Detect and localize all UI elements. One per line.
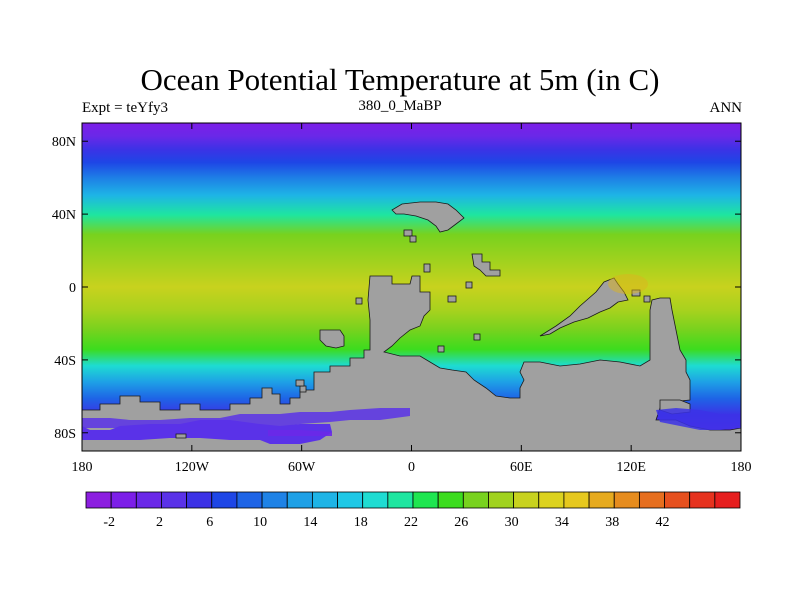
colorbar-label: 30	[505, 515, 519, 530]
colorbar-labels: -2 2 6 10 14 18 22 26 30 34 38 42	[103, 515, 669, 530]
colorbar-swatch	[286, 491, 313, 509]
period-label: 380_0_MaBP	[358, 98, 442, 114]
land-island-8	[355, 297, 363, 305]
colorbar-swatch	[362, 491, 389, 509]
colorbar	[85, 491, 741, 509]
colorbar-swatch	[437, 491, 464, 509]
season-label: ANN	[709, 100, 743, 116]
colorbar-swatch	[161, 491, 188, 509]
x-tick-label: 60W	[288, 460, 316, 475]
colorbar-swatch	[638, 491, 665, 509]
colorbar-label: 22	[404, 515, 418, 530]
land-island-6	[447, 295, 457, 303]
axis-ticks	[81, 123, 742, 451]
colorbar-label: 2	[156, 515, 163, 530]
colorbar-label: 26	[454, 515, 468, 530]
land-island-2	[409, 235, 417, 243]
colorbar-swatch	[236, 491, 263, 509]
warm-spot	[608, 274, 648, 294]
colorbar-swatch	[563, 491, 590, 509]
colorbar-label: 42	[656, 515, 670, 530]
y-tick-label: 80N	[52, 135, 76, 150]
y-axis-labels: 80N 40N 0 40S 80S	[52, 135, 76, 442]
colorbar-swatch	[311, 491, 338, 509]
colorbar-swatch	[462, 491, 489, 509]
land-peninsula	[319, 329, 345, 349]
x-tick-label: 180	[72, 460, 93, 475]
colorbar-swatch	[412, 491, 439, 509]
colorbar-swatch	[186, 491, 213, 509]
colorbar-label: 34	[555, 515, 569, 530]
experiment-label: Expt = teYfy3	[82, 100, 168, 116]
colorbar-swatch	[261, 491, 288, 509]
land-diagonal-island	[539, 277, 629, 337]
colorbar-swatch	[513, 491, 540, 509]
map-title: Ocean Potential Temperature at 5m (in C)	[140, 62, 660, 97]
colorbar-label: 38	[605, 515, 619, 530]
colorbar-swatch	[488, 491, 515, 509]
colorbar-swatch	[538, 491, 565, 509]
colorbar-swatch	[387, 491, 414, 509]
land-southern-continent	[82, 275, 741, 451]
colorbar-label: 6	[206, 515, 213, 530]
colorbar-label: -2	[103, 515, 115, 530]
land-south-strip	[175, 433, 187, 439]
x-tick-label: 0	[408, 460, 415, 475]
colorbar-swatch	[664, 491, 691, 509]
land-island-13	[643, 295, 651, 303]
colorbar-swatch	[337, 491, 364, 509]
y-tick-label: 80S	[54, 427, 76, 442]
colorbar-swatch	[689, 491, 716, 509]
land-island-7	[437, 345, 445, 353]
land-island-10	[299, 385, 307, 393]
x-tick-label: 180	[731, 460, 752, 475]
colorbar-swatch	[85, 491, 112, 509]
x-axis-labels: 180 120W 60W 0 60E 120E 180	[72, 460, 752, 475]
y-tick-label: 40N	[52, 208, 76, 223]
x-tick-label: 60E	[510, 460, 533, 475]
colorbar-swatch	[135, 491, 162, 509]
land-island-4	[423, 263, 431, 273]
colorbar-label: 10	[253, 515, 267, 530]
y-tick-label: 40S	[54, 354, 76, 369]
land-island-5	[465, 281, 473, 289]
x-tick-label: 120W	[175, 460, 210, 475]
colorbar-swatch	[211, 491, 238, 509]
land-island-9	[473, 333, 481, 341]
colorbar-swatch	[714, 491, 741, 509]
colorbar-swatch	[613, 491, 640, 509]
land-island-11	[295, 379, 305, 387]
colorbar-swatch	[588, 491, 615, 509]
x-tick-label: 120E	[616, 460, 646, 475]
y-tick-label: 0	[69, 281, 76, 296]
colorbar-label: 18	[354, 515, 368, 530]
land-island-1	[403, 229, 413, 237]
colorbar-swatch	[110, 491, 137, 509]
land-island-3	[471, 253, 501, 277]
land-north-block	[391, 201, 465, 233]
colorbar-label: 14	[303, 515, 317, 530]
cold-band	[82, 408, 741, 436]
